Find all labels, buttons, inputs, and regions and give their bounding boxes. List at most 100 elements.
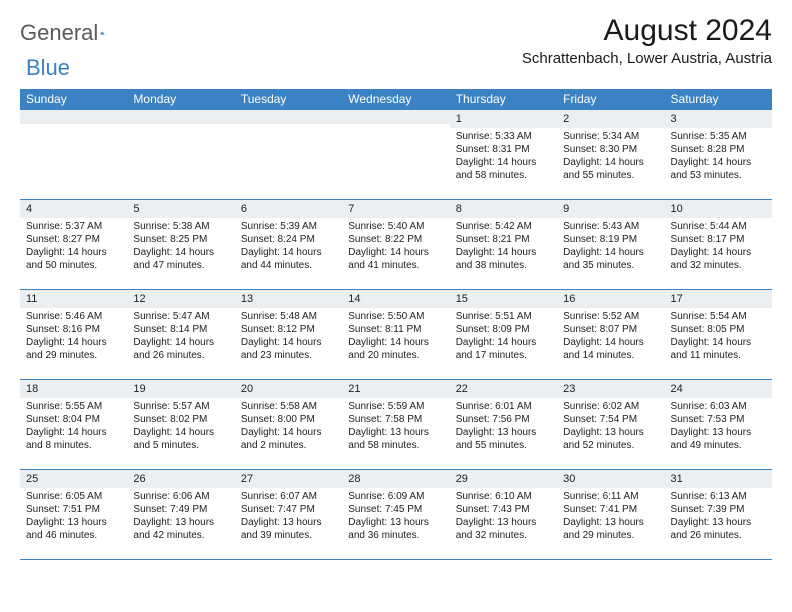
day-detail-line: Daylight: 13 hours and 39 minutes.	[241, 516, 336, 542]
day-detail-line: Sunrise: 5:52 AM	[563, 310, 658, 323]
day-details: Sunrise: 6:01 AMSunset: 7:56 PMDaylight:…	[450, 398, 557, 454]
calendar-week: 11Sunrise: 5:46 AMSunset: 8:16 PMDayligh…	[20, 290, 772, 380]
calendar-day: 15Sunrise: 5:51 AMSunset: 8:09 PMDayligh…	[450, 290, 557, 380]
calendar-day	[20, 110, 127, 200]
day-details: Sunrise: 6:02 AMSunset: 7:54 PMDaylight:…	[557, 398, 664, 454]
day-detail-line: Daylight: 14 hours and 23 minutes.	[241, 336, 336, 362]
day-details: Sunrise: 6:07 AMSunset: 7:47 PMDaylight:…	[235, 488, 342, 544]
day-detail-line: Daylight: 13 hours and 58 minutes.	[348, 426, 443, 452]
day-detail-line: Sunrise: 5:50 AM	[348, 310, 443, 323]
day-number: 10	[665, 200, 772, 218]
day-details: Sunrise: 5:57 AMSunset: 8:02 PMDaylight:…	[127, 398, 234, 454]
day-detail-line: Sunrise: 5:58 AM	[241, 400, 336, 413]
day-number	[235, 110, 342, 124]
day-detail-line: Sunset: 8:00 PM	[241, 413, 336, 426]
day-detail-line: Sunrise: 6:05 AM	[26, 490, 121, 503]
day-detail-line: Daylight: 14 hours and 32 minutes.	[671, 246, 766, 272]
calendar-day: 26Sunrise: 6:06 AMSunset: 7:49 PMDayligh…	[127, 470, 234, 560]
day-detail-line: Sunset: 8:31 PM	[456, 143, 551, 156]
day-detail-line: Sunset: 7:58 PM	[348, 413, 443, 426]
day-details: Sunrise: 5:38 AMSunset: 8:25 PMDaylight:…	[127, 218, 234, 274]
calendar-day: 13Sunrise: 5:48 AMSunset: 8:12 PMDayligh…	[235, 290, 342, 380]
day-details: Sunrise: 5:47 AMSunset: 8:14 PMDaylight:…	[127, 308, 234, 364]
calendar-day: 11Sunrise: 5:46 AMSunset: 8:16 PMDayligh…	[20, 290, 127, 380]
calendar-day: 24Sunrise: 6:03 AMSunset: 7:53 PMDayligh…	[665, 380, 772, 470]
day-detail-line: Sunset: 8:22 PM	[348, 233, 443, 246]
day-detail-line: Sunset: 7:47 PM	[241, 503, 336, 516]
day-details: Sunrise: 5:35 AMSunset: 8:28 PMDaylight:…	[665, 128, 772, 184]
day-number: 4	[20, 200, 127, 218]
day-number: 29	[450, 470, 557, 488]
calendar-day: 31Sunrise: 6:13 AMSunset: 7:39 PMDayligh…	[665, 470, 772, 560]
day-detail-line: Sunrise: 5:33 AM	[456, 130, 551, 143]
calendar-day: 27Sunrise: 6:07 AMSunset: 7:47 PMDayligh…	[235, 470, 342, 560]
day-detail-line: Sunrise: 5:51 AM	[456, 310, 551, 323]
day-number: 25	[20, 470, 127, 488]
day-detail-line: Sunset: 8:28 PM	[671, 143, 766, 156]
day-number: 17	[665, 290, 772, 308]
calendar-day: 22Sunrise: 6:01 AMSunset: 7:56 PMDayligh…	[450, 380, 557, 470]
day-details: Sunrise: 6:10 AMSunset: 7:43 PMDaylight:…	[450, 488, 557, 544]
day-detail-line: Daylight: 14 hours and 55 minutes.	[563, 156, 658, 182]
day-detail-line: Sunset: 8:09 PM	[456, 323, 551, 336]
day-details: Sunrise: 5:42 AMSunset: 8:21 PMDaylight:…	[450, 218, 557, 274]
day-number: 11	[20, 290, 127, 308]
day-detail-line: Sunset: 8:21 PM	[456, 233, 551, 246]
logo-sail-icon	[100, 24, 105, 42]
day-detail-line: Sunset: 7:45 PM	[348, 503, 443, 516]
day-detail-line: Daylight: 14 hours and 17 minutes.	[456, 336, 551, 362]
day-detail-line: Sunrise: 5:34 AM	[563, 130, 658, 143]
calendar-day: 2Sunrise: 5:34 AMSunset: 8:30 PMDaylight…	[557, 110, 664, 200]
day-details: Sunrise: 5:50 AMSunset: 8:11 PMDaylight:…	[342, 308, 449, 364]
calendar-day: 5Sunrise: 5:38 AMSunset: 8:25 PMDaylight…	[127, 200, 234, 290]
day-header: Friday	[557, 89, 664, 110]
day-detail-line: Sunset: 8:19 PM	[563, 233, 658, 246]
day-detail-line: Sunset: 8:27 PM	[26, 233, 121, 246]
day-detail-line: Daylight: 14 hours and 41 minutes.	[348, 246, 443, 272]
day-details: Sunrise: 6:11 AMSunset: 7:41 PMDaylight:…	[557, 488, 664, 544]
day-details: Sunrise: 6:05 AMSunset: 7:51 PMDaylight:…	[20, 488, 127, 544]
calendar-week: 18Sunrise: 5:55 AMSunset: 8:04 PMDayligh…	[20, 380, 772, 470]
day-detail-line: Daylight: 13 hours and 52 minutes.	[563, 426, 658, 452]
day-number: 5	[127, 200, 234, 218]
day-detail-line: Sunset: 8:12 PM	[241, 323, 336, 336]
day-detail-line: Daylight: 13 hours and 49 minutes.	[671, 426, 766, 452]
calendar-day: 14Sunrise: 5:50 AMSunset: 8:11 PMDayligh…	[342, 290, 449, 380]
month-title: August 2024	[522, 14, 772, 48]
day-number: 22	[450, 380, 557, 398]
calendar-day: 28Sunrise: 6:09 AMSunset: 7:45 PMDayligh…	[342, 470, 449, 560]
calendar-day: 29Sunrise: 6:10 AMSunset: 7:43 PMDayligh…	[450, 470, 557, 560]
calendar-day: 23Sunrise: 6:02 AMSunset: 7:54 PMDayligh…	[557, 380, 664, 470]
day-details: Sunrise: 6:03 AMSunset: 7:53 PMDaylight:…	[665, 398, 772, 454]
calendar-day: 10Sunrise: 5:44 AMSunset: 8:17 PMDayligh…	[665, 200, 772, 290]
calendar-day: 1Sunrise: 5:33 AMSunset: 8:31 PMDaylight…	[450, 110, 557, 200]
day-number: 8	[450, 200, 557, 218]
day-detail-line: Sunset: 8:25 PM	[133, 233, 228, 246]
day-detail-line: Daylight: 14 hours and 5 minutes.	[133, 426, 228, 452]
calendar-day: 25Sunrise: 6:05 AMSunset: 7:51 PMDayligh…	[20, 470, 127, 560]
day-detail-line: Sunrise: 5:54 AM	[671, 310, 766, 323]
calendar-day	[127, 110, 234, 200]
day-header: Thursday	[450, 89, 557, 110]
day-detail-line: Sunset: 7:51 PM	[26, 503, 121, 516]
day-detail-line: Sunrise: 6:02 AM	[563, 400, 658, 413]
day-detail-line: Daylight: 13 hours and 36 minutes.	[348, 516, 443, 542]
day-detail-line: Daylight: 13 hours and 46 minutes.	[26, 516, 121, 542]
day-detail-line: Sunrise: 6:06 AM	[133, 490, 228, 503]
day-detail-line: Daylight: 14 hours and 8 minutes.	[26, 426, 121, 452]
day-detail-line: Sunset: 8:30 PM	[563, 143, 658, 156]
calendar-day: 12Sunrise: 5:47 AMSunset: 8:14 PMDayligh…	[127, 290, 234, 380]
day-detail-line: Daylight: 14 hours and 2 minutes.	[241, 426, 336, 452]
calendar-week: 1Sunrise: 5:33 AMSunset: 8:31 PMDaylight…	[20, 110, 772, 200]
day-detail-line: Sunrise: 6:13 AM	[671, 490, 766, 503]
day-detail-line: Sunset: 8:02 PM	[133, 413, 228, 426]
day-detail-line: Sunrise: 5:46 AM	[26, 310, 121, 323]
day-number: 28	[342, 470, 449, 488]
day-detail-line: Sunset: 7:53 PM	[671, 413, 766, 426]
day-detail-line: Daylight: 14 hours and 44 minutes.	[241, 246, 336, 272]
day-detail-line: Sunrise: 5:47 AM	[133, 310, 228, 323]
day-number: 19	[127, 380, 234, 398]
day-detail-line: Sunrise: 5:44 AM	[671, 220, 766, 233]
day-detail-line: Daylight: 14 hours and 26 minutes.	[133, 336, 228, 362]
day-details: Sunrise: 5:44 AMSunset: 8:17 PMDaylight:…	[665, 218, 772, 274]
